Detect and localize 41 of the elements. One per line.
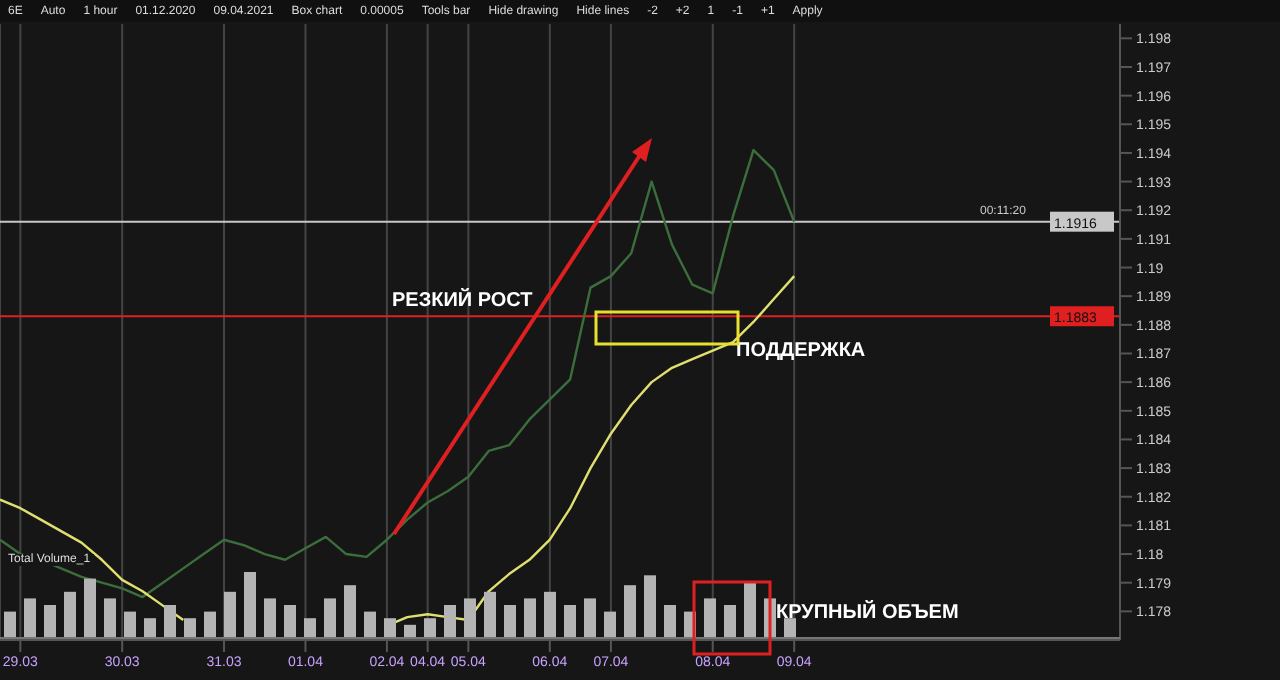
bar bbox=[84, 578, 96, 638]
bar bbox=[284, 605, 296, 638]
bar bbox=[24, 598, 36, 638]
bar bbox=[204, 611, 216, 638]
bar bbox=[64, 591, 76, 638]
bar bbox=[484, 591, 496, 638]
bar bbox=[724, 605, 736, 638]
bar bbox=[564, 605, 576, 638]
bar bbox=[44, 605, 56, 638]
bar bbox=[584, 598, 596, 638]
bar bbox=[344, 585, 356, 638]
bar bbox=[264, 598, 276, 638]
bar bbox=[164, 605, 176, 638]
annotation: КРУПНЫЙ ОБЪЕМ bbox=[776, 602, 959, 624]
annotation: ПОДДЕРЖКА bbox=[736, 340, 866, 362]
annotation: РЕЗКИЙ РОСТ bbox=[392, 290, 533, 312]
bar bbox=[664, 605, 676, 638]
bar bbox=[624, 585, 636, 638]
bar bbox=[224, 591, 236, 638]
bar bbox=[504, 605, 516, 638]
bar bbox=[524, 598, 536, 638]
bar bbox=[784, 618, 796, 638]
bar bbox=[744, 581, 756, 638]
bar bbox=[364, 611, 376, 638]
bar bbox=[704, 598, 716, 638]
bar bbox=[104, 598, 116, 638]
bar bbox=[144, 618, 156, 638]
bar bbox=[404, 624, 416, 638]
bar bbox=[324, 598, 336, 638]
bar bbox=[444, 605, 456, 638]
bar bbox=[604, 611, 616, 638]
bar bbox=[124, 611, 136, 638]
bar bbox=[464, 598, 476, 638]
bar bbox=[244, 572, 256, 638]
bar bbox=[384, 618, 396, 638]
bar bbox=[424, 618, 436, 638]
bar bbox=[644, 575, 656, 638]
bar bbox=[304, 618, 316, 638]
bar bbox=[184, 618, 196, 638]
bar bbox=[4, 611, 16, 638]
bar bbox=[544, 591, 556, 638]
